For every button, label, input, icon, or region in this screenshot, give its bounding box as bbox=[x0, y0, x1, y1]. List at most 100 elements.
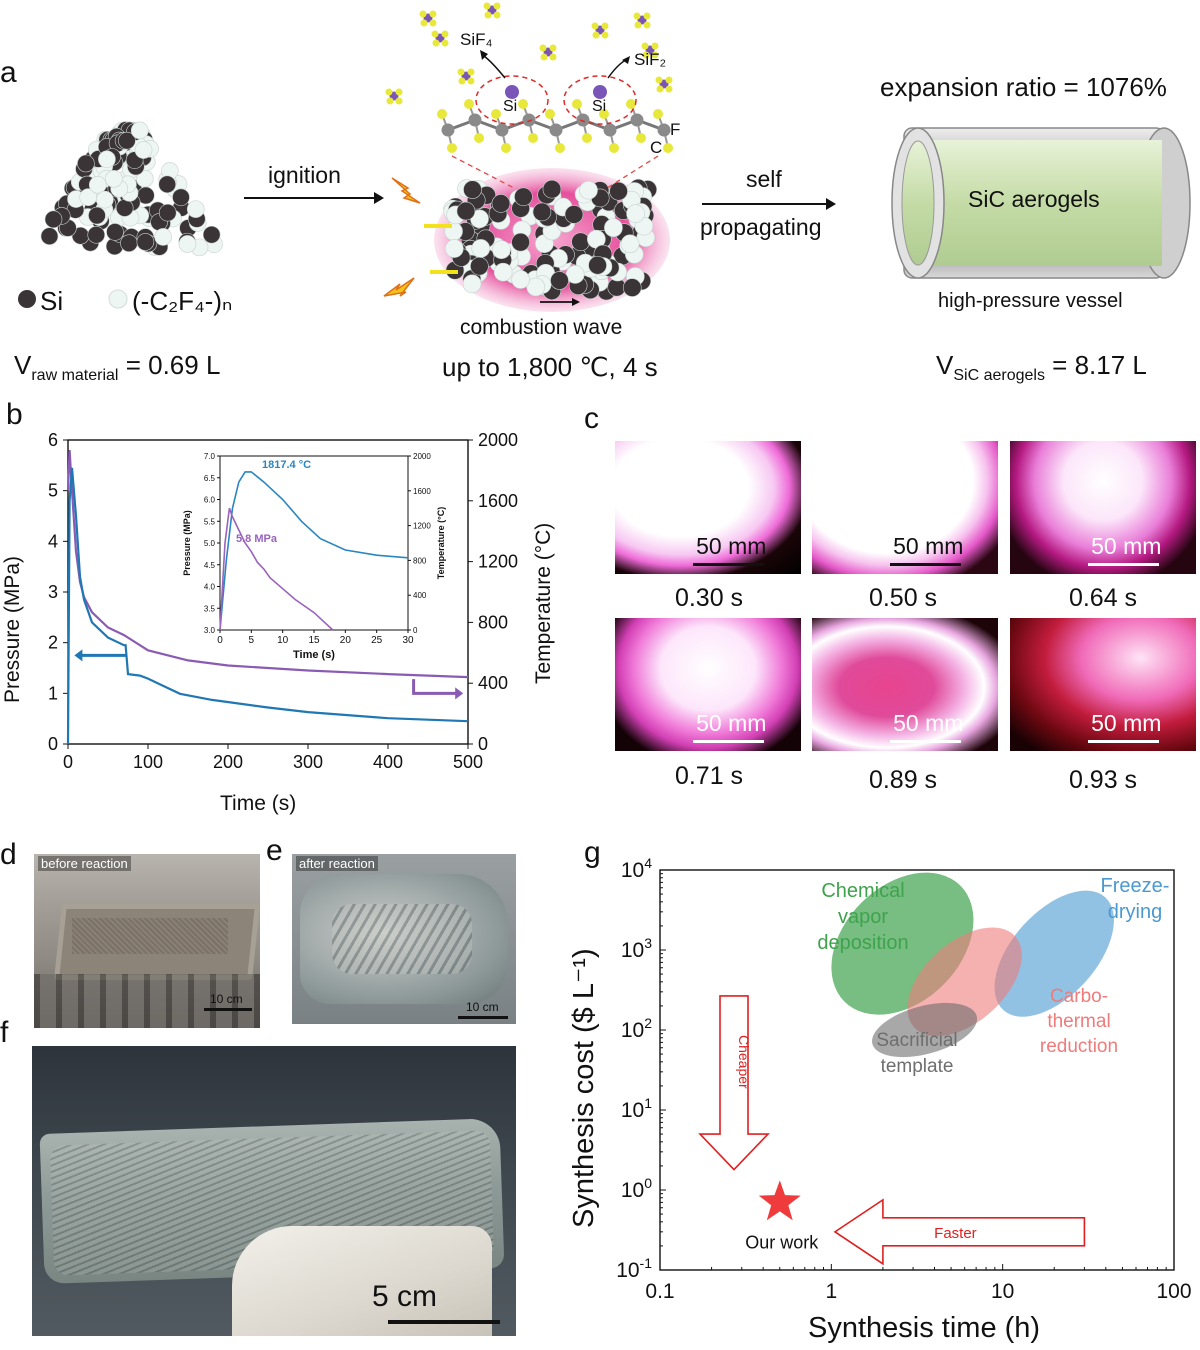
pressure-temperature-chart: 0 100 200 300 400 500012345604008001200160020… bbox=[48, 430, 518, 772]
fluorine-atom bbox=[528, 133, 538, 143]
panel-label-a: a bbox=[0, 56, 17, 89]
cheaper-label: Cheaper bbox=[736, 1035, 752, 1089]
carbon-atom bbox=[441, 123, 455, 137]
particle bbox=[511, 232, 530, 252]
particle bbox=[115, 199, 134, 217]
scale-bar bbox=[388, 1320, 500, 1324]
y-tick-label: 1 bbox=[48, 683, 58, 703]
fluorine-atom bbox=[493, 11, 501, 19]
particle bbox=[136, 233, 155, 251]
si-atom-label: Si bbox=[592, 98, 607, 115]
y2-tick-label: 400 bbox=[478, 673, 508, 693]
lightning-bolt-icon bbox=[391, 177, 421, 204]
inset-x-tick-label: 5 bbox=[249, 635, 255, 646]
faster-label: Faster bbox=[934, 1225, 977, 1242]
y-tick-label: 10-1 bbox=[616, 1255, 652, 1282]
y-tick-exponent: -1 bbox=[640, 1255, 653, 1271]
y-tick-label: 2 bbox=[48, 633, 58, 653]
g-ylabel: Synthesis cost ($ L⁻¹) bbox=[568, 948, 600, 1228]
particle bbox=[462, 274, 482, 294]
particle bbox=[77, 154, 95, 173]
fluorine-atom bbox=[642, 51, 650, 59]
region-sacrificial-template bbox=[872, 1002, 978, 1058]
carbothermal-label: Carbo- bbox=[1050, 986, 1108, 1007]
inset-frame bbox=[219, 455, 409, 631]
inset-y-tick-label: 4.0 bbox=[204, 583, 216, 592]
particle bbox=[154, 228, 172, 246]
inset-y-tick-label: 7.0 bbox=[204, 452, 216, 461]
fluorine-atom bbox=[643, 21, 651, 29]
particle bbox=[118, 131, 136, 150]
panel-a-schematic bbox=[18, 2, 1191, 312]
x-tick-label: 1 bbox=[825, 1280, 837, 1303]
left-axis-arrow-head bbox=[74, 649, 83, 662]
inset-y-tick-label: 5.5 bbox=[204, 517, 216, 526]
y-tick-label: 0 bbox=[48, 734, 58, 754]
inset-y2-tick-label: 0 bbox=[413, 626, 418, 635]
fluorine-atom bbox=[653, 109, 663, 119]
inset-y-tick-label: 3.0 bbox=[204, 626, 216, 635]
flame-snapshot: 50 mm bbox=[1010, 618, 1196, 751]
fluorine-atom bbox=[601, 31, 609, 39]
flame-snapshot: 50 mm bbox=[615, 618, 801, 751]
particle bbox=[178, 235, 197, 253]
legend-ptfe-marker bbox=[108, 289, 128, 309]
particle bbox=[134, 141, 153, 159]
particle bbox=[186, 200, 205, 218]
legend-si-marker bbox=[18, 290, 36, 308]
fluorine-atom bbox=[395, 97, 403, 105]
y2-tick-label: 1200 bbox=[478, 552, 518, 572]
snapshot-time-label: 0.30 s bbox=[674, 584, 744, 612]
vessel-content-label: SiC aerogels bbox=[968, 186, 1100, 212]
g-xlabel: Synthesis time (h) bbox=[808, 1312, 1041, 1344]
arrow-label-propagating: propagating bbox=[700, 214, 822, 240]
fluorine-atom bbox=[467, 77, 475, 85]
scale-bar bbox=[890, 563, 961, 566]
scale-bar bbox=[204, 1008, 252, 1011]
particle bbox=[158, 203, 177, 222]
y-tick-exponent: 3 bbox=[644, 935, 652, 951]
fluorine-atom bbox=[641, 42, 649, 50]
particle bbox=[471, 239, 491, 258]
fluorine-atom bbox=[458, 77, 466, 85]
fluorine-atom bbox=[484, 11, 492, 19]
snapshot-time-label: 0.71 s bbox=[674, 762, 744, 790]
particle bbox=[491, 194, 511, 213]
cvd-label: vapor bbox=[838, 906, 888, 928]
fluorine-atom bbox=[549, 44, 557, 52]
x-tick-label: 400 bbox=[373, 752, 403, 772]
x-tick-label: 100 bbox=[133, 752, 163, 772]
y-tick-label: 5 bbox=[48, 481, 58, 501]
scale-label: 5 cm bbox=[372, 1280, 438, 1313]
sacrificial-template-label: template bbox=[881, 1056, 954, 1077]
photo-before-reaction: before reaction 10 cm bbox=[34, 854, 260, 1028]
particle bbox=[526, 277, 546, 297]
y-tick-exponent: 4 bbox=[644, 855, 652, 871]
particle bbox=[87, 226, 106, 244]
region-freeze-drying bbox=[994, 890, 1114, 1017]
lightning-bolt-icon bbox=[383, 277, 415, 297]
carbon-atom bbox=[549, 123, 563, 137]
particle bbox=[620, 234, 640, 254]
y-tick-exponent: 0 bbox=[644, 1175, 652, 1191]
freeze-drying-label: Freeze- bbox=[1101, 875, 1170, 897]
x-tick-label: 200 bbox=[213, 752, 243, 772]
y-tick-label: 3 bbox=[48, 582, 58, 602]
inset-x-tick-label: 20 bbox=[340, 635, 352, 646]
particle bbox=[542, 179, 562, 199]
expansion-ratio: expansion ratio = 1076% bbox=[880, 72, 1167, 102]
inset-x-tick-label: 30 bbox=[402, 635, 414, 646]
raw-volume: Vraw material = 0.69 L bbox=[14, 350, 221, 385]
fluorine-atom bbox=[651, 51, 659, 59]
inset-x-tick-label: 15 bbox=[308, 635, 320, 646]
fluorine-atom bbox=[431, 30, 439, 38]
particle bbox=[564, 205, 584, 224]
y-tick-base: 10 bbox=[621, 1019, 644, 1042]
fluorine-atom bbox=[663, 143, 673, 153]
particle bbox=[626, 204, 645, 223]
y-tick-label: 103 bbox=[621, 935, 652, 962]
scale-bar bbox=[693, 740, 764, 743]
freeze-drying-label: drying bbox=[1108, 901, 1162, 923]
particle bbox=[514, 187, 533, 207]
x-tick-label: 0.1 bbox=[645, 1280, 674, 1303]
